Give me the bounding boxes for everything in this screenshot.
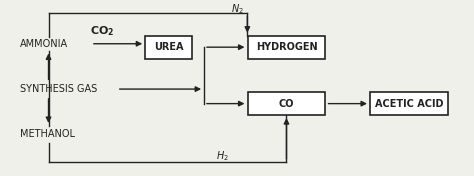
Text: SYNTHESIS GAS: SYNTHESIS GAS (20, 84, 98, 94)
Text: AMMONIA: AMMONIA (20, 39, 68, 49)
FancyBboxPatch shape (247, 92, 325, 115)
FancyBboxPatch shape (145, 36, 192, 59)
FancyBboxPatch shape (370, 92, 448, 115)
FancyBboxPatch shape (247, 36, 325, 59)
Text: $H_2$: $H_2$ (217, 149, 229, 163)
Text: ACETIC ACID: ACETIC ACID (375, 99, 443, 109)
Text: $\mathbf{CO_2}$: $\mathbf{CO_2}$ (91, 24, 115, 38)
Text: UREA: UREA (154, 42, 183, 52)
Text: HYDROGEN: HYDROGEN (255, 42, 317, 52)
Text: CO: CO (279, 99, 294, 109)
Text: $N_2$: $N_2$ (230, 3, 244, 16)
Text: METHANOL: METHANOL (20, 129, 75, 139)
